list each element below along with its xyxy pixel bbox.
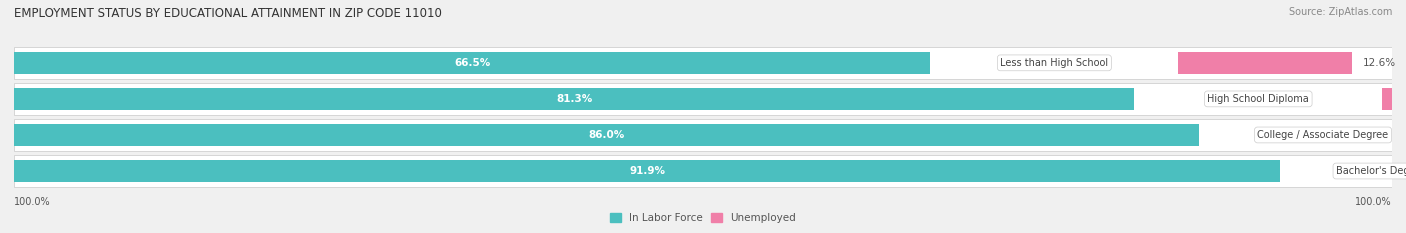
Bar xyxy=(14,124,1199,146)
Text: 86.0%: 86.0% xyxy=(589,130,624,140)
Bar xyxy=(14,160,1281,182)
Bar xyxy=(14,88,1135,110)
Bar xyxy=(14,52,931,74)
Bar xyxy=(14,47,1392,79)
Text: 12.6%: 12.6% xyxy=(1362,58,1396,68)
Bar xyxy=(14,119,1392,151)
Text: 91.9%: 91.9% xyxy=(630,166,665,176)
Text: EMPLOYMENT STATUS BY EDUCATIONAL ATTAINMENT IN ZIP CODE 11010: EMPLOYMENT STATUS BY EDUCATIONAL ATTAINM… xyxy=(14,7,441,20)
Text: 100.0%: 100.0% xyxy=(14,197,51,207)
Legend: In Labor Force, Unemployed: In Labor Force, Unemployed xyxy=(606,209,800,227)
Bar xyxy=(14,83,1392,115)
Text: 66.5%: 66.5% xyxy=(454,58,491,68)
Text: Bachelor's Degree or higher: Bachelor's Degree or higher xyxy=(1336,166,1406,176)
Text: 81.3%: 81.3% xyxy=(555,94,592,104)
Text: Source: ZipAtlas.com: Source: ZipAtlas.com xyxy=(1288,7,1392,17)
Text: College / Associate Degree: College / Associate Degree xyxy=(1257,130,1389,140)
Text: 100.0%: 100.0% xyxy=(1355,197,1392,207)
Bar xyxy=(14,155,1392,187)
Bar xyxy=(1382,88,1406,110)
Bar xyxy=(1178,52,1353,74)
Text: High School Diploma: High School Diploma xyxy=(1208,94,1309,104)
Text: Less than High School: Less than High School xyxy=(1000,58,1108,68)
